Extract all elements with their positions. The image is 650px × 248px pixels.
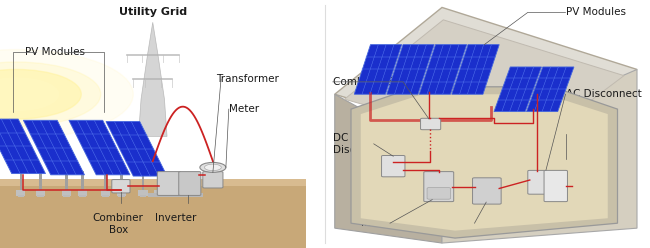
Text: Combiner Box: Combiner Box — [333, 77, 406, 87]
Text: PV Modules: PV Modules — [25, 47, 84, 57]
Text: DC
Disconnect: DC Disconnect — [333, 133, 391, 155]
Polygon shape — [344, 20, 624, 150]
Bar — [140, 195, 146, 197]
FancyBboxPatch shape — [157, 172, 181, 195]
Text: Inverter: Inverter — [361, 218, 402, 228]
Bar — [101, 190, 110, 196]
FancyBboxPatch shape — [112, 180, 130, 193]
Polygon shape — [452, 45, 499, 94]
Text: PV Modules: PV Modules — [566, 7, 625, 17]
Bar — [18, 195, 24, 197]
FancyBboxPatch shape — [203, 172, 223, 188]
Polygon shape — [387, 45, 434, 94]
Bar — [63, 195, 70, 197]
Polygon shape — [494, 67, 541, 112]
Text: Meter: Meter — [229, 104, 259, 114]
Bar — [120, 171, 123, 193]
Polygon shape — [361, 94, 608, 231]
Bar — [65, 171, 68, 193]
Circle shape — [0, 69, 81, 119]
FancyBboxPatch shape — [528, 170, 546, 194]
FancyBboxPatch shape — [424, 172, 454, 202]
Bar — [78, 190, 87, 196]
Circle shape — [200, 162, 226, 172]
Bar — [211, 166, 214, 172]
Polygon shape — [354, 45, 402, 94]
Bar — [148, 193, 203, 197]
Text: Transformer: Transformer — [474, 218, 538, 228]
Circle shape — [0, 78, 58, 110]
FancyBboxPatch shape — [427, 188, 450, 199]
Polygon shape — [106, 122, 167, 176]
Text: Combiner
Box: Combiner Box — [93, 213, 144, 235]
Polygon shape — [351, 87, 618, 238]
Polygon shape — [69, 120, 130, 175]
Bar — [79, 195, 86, 197]
FancyBboxPatch shape — [421, 118, 441, 130]
FancyBboxPatch shape — [382, 155, 405, 177]
Bar — [102, 195, 109, 197]
Text: AC Disconnect: AC Disconnect — [566, 89, 642, 99]
Text: Electrical
Panel: Electrical Panel — [566, 123, 614, 145]
Polygon shape — [23, 120, 84, 175]
Bar — [117, 190, 126, 196]
Circle shape — [204, 164, 221, 171]
Polygon shape — [335, 7, 637, 154]
Bar — [37, 195, 44, 197]
Bar — [138, 190, 148, 196]
Polygon shape — [0, 119, 46, 174]
Bar — [118, 195, 125, 197]
Polygon shape — [0, 179, 306, 248]
Bar — [142, 171, 144, 193]
FancyBboxPatch shape — [179, 172, 201, 195]
Circle shape — [0, 50, 133, 139]
Bar — [104, 171, 107, 193]
Polygon shape — [442, 69, 637, 243]
Polygon shape — [419, 45, 467, 94]
FancyBboxPatch shape — [544, 170, 567, 202]
Polygon shape — [335, 94, 442, 243]
Text: Utility Grid: Utility Grid — [119, 7, 187, 17]
Circle shape — [0, 62, 101, 126]
Bar — [62, 190, 71, 196]
Bar — [20, 171, 22, 193]
Text: Inverter: Inverter — [155, 213, 196, 223]
Polygon shape — [0, 179, 306, 186]
Bar — [36, 190, 45, 196]
Bar — [81, 171, 84, 193]
FancyBboxPatch shape — [473, 178, 501, 204]
Bar — [16, 190, 25, 196]
Bar — [39, 171, 42, 193]
Polygon shape — [526, 67, 574, 112]
Bar — [155, 195, 162, 197]
Text: Transformer: Transformer — [216, 74, 279, 84]
Polygon shape — [138, 22, 167, 136]
Bar — [154, 190, 163, 196]
Bar — [157, 171, 160, 193]
